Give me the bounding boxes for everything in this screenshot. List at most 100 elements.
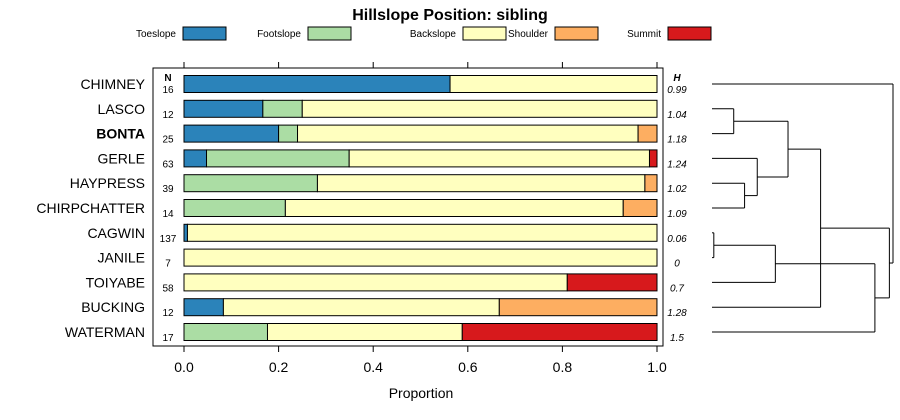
h-value-lasco: 1.04 (667, 110, 687, 121)
legend: Toeslope Footslope Backslope Shoulder Summit (136, 26, 712, 41)
bar-segment-lasco-footslope (262, 99, 303, 118)
bar-segment-chimney-toeslope (183, 75, 451, 93)
h-header: H (673, 73, 681, 84)
row-label-bucking: BUCKING (81, 299, 145, 315)
bar-segment-toiyabe-backslope (183, 273, 568, 292)
bar-row-waterman: WATERMAN 17 1.5 (65, 323, 684, 344)
x-tick-label: 0.2 (269, 359, 289, 375)
row-label-janile: JANILE (98, 250, 145, 266)
bar-segment-chirpchatter-backslope (284, 199, 624, 217)
n-value-toiyabe: 58 (162, 283, 174, 294)
row-label-chimney: CHIMNEY (80, 76, 145, 92)
n-value-bucking: 12 (162, 308, 174, 319)
x-tick-label: 0.4 (363, 359, 383, 375)
legend-swatch-summit (667, 26, 712, 41)
bar-segment-waterman-footslope (183, 323, 268, 341)
bar-row-chimney: CHIMNEY 16 0.99 (80, 75, 687, 96)
legend-label-backslope: Backslope (410, 29, 457, 40)
bar-segment-chirpchatter-footslope (183, 199, 286, 217)
legend-label-shoulder: Shoulder (508, 29, 549, 40)
x-axis-label: Proportion (389, 385, 454, 401)
n-value-waterman: 17 (162, 333, 174, 344)
bar-segment-bonta-backslope (297, 124, 639, 143)
n-value-cagwin: 137 (160, 234, 177, 245)
legend-swatch-shoulder (554, 26, 599, 41)
dendrogram (712, 83, 894, 333)
h-value-waterman: 1.5 (670, 333, 684, 344)
bar-rows: CHIMNEY 16 0.99 LASCO 12 1.04 BONTA 25 1.18 GERLE… (36, 75, 687, 344)
bar-row-janile: JANILE 7 0 (98, 248, 680, 270)
row-label-bonta: BONTA (96, 126, 145, 142)
n-value-janile: 7 (165, 259, 171, 270)
legend-swatch-toeslope (182, 26, 227, 41)
x-tick-label: 0.0 (174, 359, 194, 375)
row-label-toiyabe: TOIYABE (86, 274, 145, 290)
h-value-janile: 0 (674, 259, 680, 270)
row-label-cagwin: CAGWIN (87, 225, 145, 241)
bar-row-toiyabe: TOIYABE 58 0.7 (86, 273, 684, 294)
x-tick-label: 0.6 (458, 359, 478, 375)
bar-row-gerle: GERLE 63 1.24 (98, 149, 687, 170)
bar-segment-bonta-shoulder (637, 124, 658, 143)
chart-title: Hillslope Position: sibling (352, 7, 548, 24)
h-value-haypress: 1.02 (667, 184, 687, 195)
bar-segment-gerle-summit (648, 149, 658, 168)
row-label-haypress: HAYPRESS (70, 175, 145, 191)
bar-segment-chimney-backslope (449, 75, 658, 93)
bar-segment-bucking-toeslope (183, 298, 224, 317)
x-tick-label: 1.0 (647, 359, 667, 375)
bar-row-lasco: LASCO 12 1.04 (98, 99, 687, 121)
bar-segment-lasco-toeslope (183, 99, 264, 118)
n-value-chimney: 16 (162, 85, 174, 96)
bar-row-chirpchatter: CHIRPCHATTER 14 1.09 (36, 199, 687, 220)
bar-segment-cagwin-toeslope (183, 223, 188, 242)
bar-segment-janile-backslope (183, 248, 658, 267)
bar-segment-waterman-backslope (266, 323, 463, 341)
n-value-bonta: 25 (162, 135, 174, 146)
row-label-lasco: LASCO (98, 101, 146, 117)
n-value-haypress: 39 (162, 184, 174, 195)
bar-segment-cagwin-backslope (186, 223, 658, 242)
bar-segment-haypress-footslope (183, 174, 318, 193)
h-value-cagwin: 0.06 (667, 234, 687, 245)
h-value-chirpchatter: 1.09 (667, 209, 687, 220)
bar-row-bonta: BONTA 25 1.18 (96, 124, 687, 146)
n-header: N (164, 73, 171, 84)
bar-segment-bucking-shoulder (498, 298, 658, 317)
bar-segment-haypress-shoulder (644, 174, 658, 193)
bar-segment-bonta-toeslope (183, 124, 280, 143)
h-value-chimney: 0.99 (667, 85, 687, 96)
bar-segment-lasco-backslope (301, 99, 658, 118)
h-value-bucking: 1.28 (667, 308, 687, 319)
n-value-lasco: 12 (162, 110, 174, 121)
bar-row-haypress: HAYPRESS 39 1.02 (70, 174, 687, 195)
legend-swatch-backslope (462, 26, 507, 41)
x-tick-label: 0.8 (553, 359, 573, 375)
n-value-gerle: 63 (162, 159, 174, 170)
bar-segment-gerle-footslope (206, 149, 350, 168)
legend-label-summit: Summit (627, 29, 661, 40)
legend-swatch-footslope (307, 26, 352, 41)
h-value-toiyabe: 0.7 (670, 283, 684, 294)
bar-segment-gerle-backslope (348, 149, 650, 168)
x-axis: 0.0 0.2 0.4 0.6 0.8 1.0 (174, 62, 667, 375)
h-value-bonta: 1.18 (667, 135, 687, 146)
bar-segment-haypress-backslope (316, 174, 646, 193)
bar-segment-bucking-backslope (222, 298, 500, 317)
row-label-gerle: GERLE (98, 150, 145, 166)
bar-segment-bonta-footslope (278, 124, 299, 143)
h-value-gerle: 1.24 (667, 159, 687, 170)
bar-row-bucking: BUCKING 12 1.28 (81, 298, 687, 319)
row-label-chirpchatter: CHIRPCHATTER (36, 200, 145, 216)
bar-segment-gerle-toeslope (183, 149, 208, 168)
bar-segment-toiyabe-summit (566, 273, 658, 292)
plot-frame (152, 67, 664, 347)
bar-segment-chirpchatter-shoulder (622, 199, 658, 217)
legend-label-toeslope: Toeslope (136, 29, 176, 40)
bar-segment-waterman-summit (461, 323, 658, 341)
n-value-chirpchatter: 14 (162, 209, 174, 220)
row-label-waterman: WATERMAN (65, 324, 145, 340)
legend-label-footslope: Footslope (257, 29, 301, 40)
bar-row-cagwin: CAGWIN 137 0.06 (87, 223, 687, 245)
